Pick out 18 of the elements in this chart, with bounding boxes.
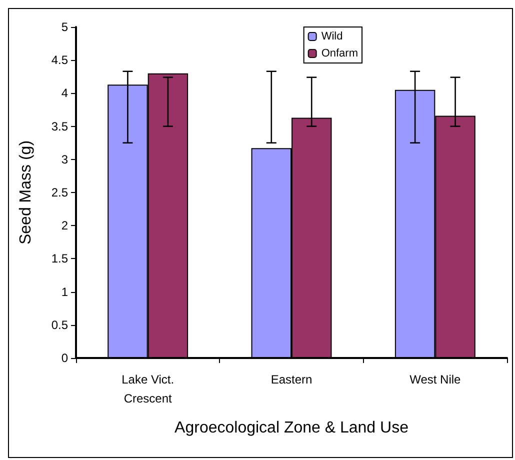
x-tick-label: Eastern	[270, 372, 312, 386]
y-tick-label: 0	[61, 351, 68, 365]
x-tick-label: West Nile	[410, 372, 462, 386]
y-tick-label: 0.5	[51, 318, 68, 332]
y-tick-label: 1	[61, 284, 68, 299]
y-tick-label: 5	[61, 20, 68, 34]
y-tick-label: 4	[61, 86, 68, 100]
legend-label: Onfarm	[321, 48, 358, 60]
y-tick-label: 2.5	[51, 186, 68, 200]
y-tick-label: 3.5	[51, 119, 68, 134]
y-axis-title: Seed Mass (g)	[18, 140, 34, 245]
y-tick-label: 3	[61, 152, 68, 166]
y-tick-label: 4.5	[51, 53, 68, 68]
y-tick-label: 2	[61, 218, 68, 233]
x-axis-title: Agroecological Zone & Land Use	[174, 420, 409, 436]
x-tick-label: Lake Vict. Crescent	[122, 372, 174, 406]
legend-label: Wild	[321, 30, 343, 42]
y-tick-label: 1.5	[51, 252, 68, 266]
